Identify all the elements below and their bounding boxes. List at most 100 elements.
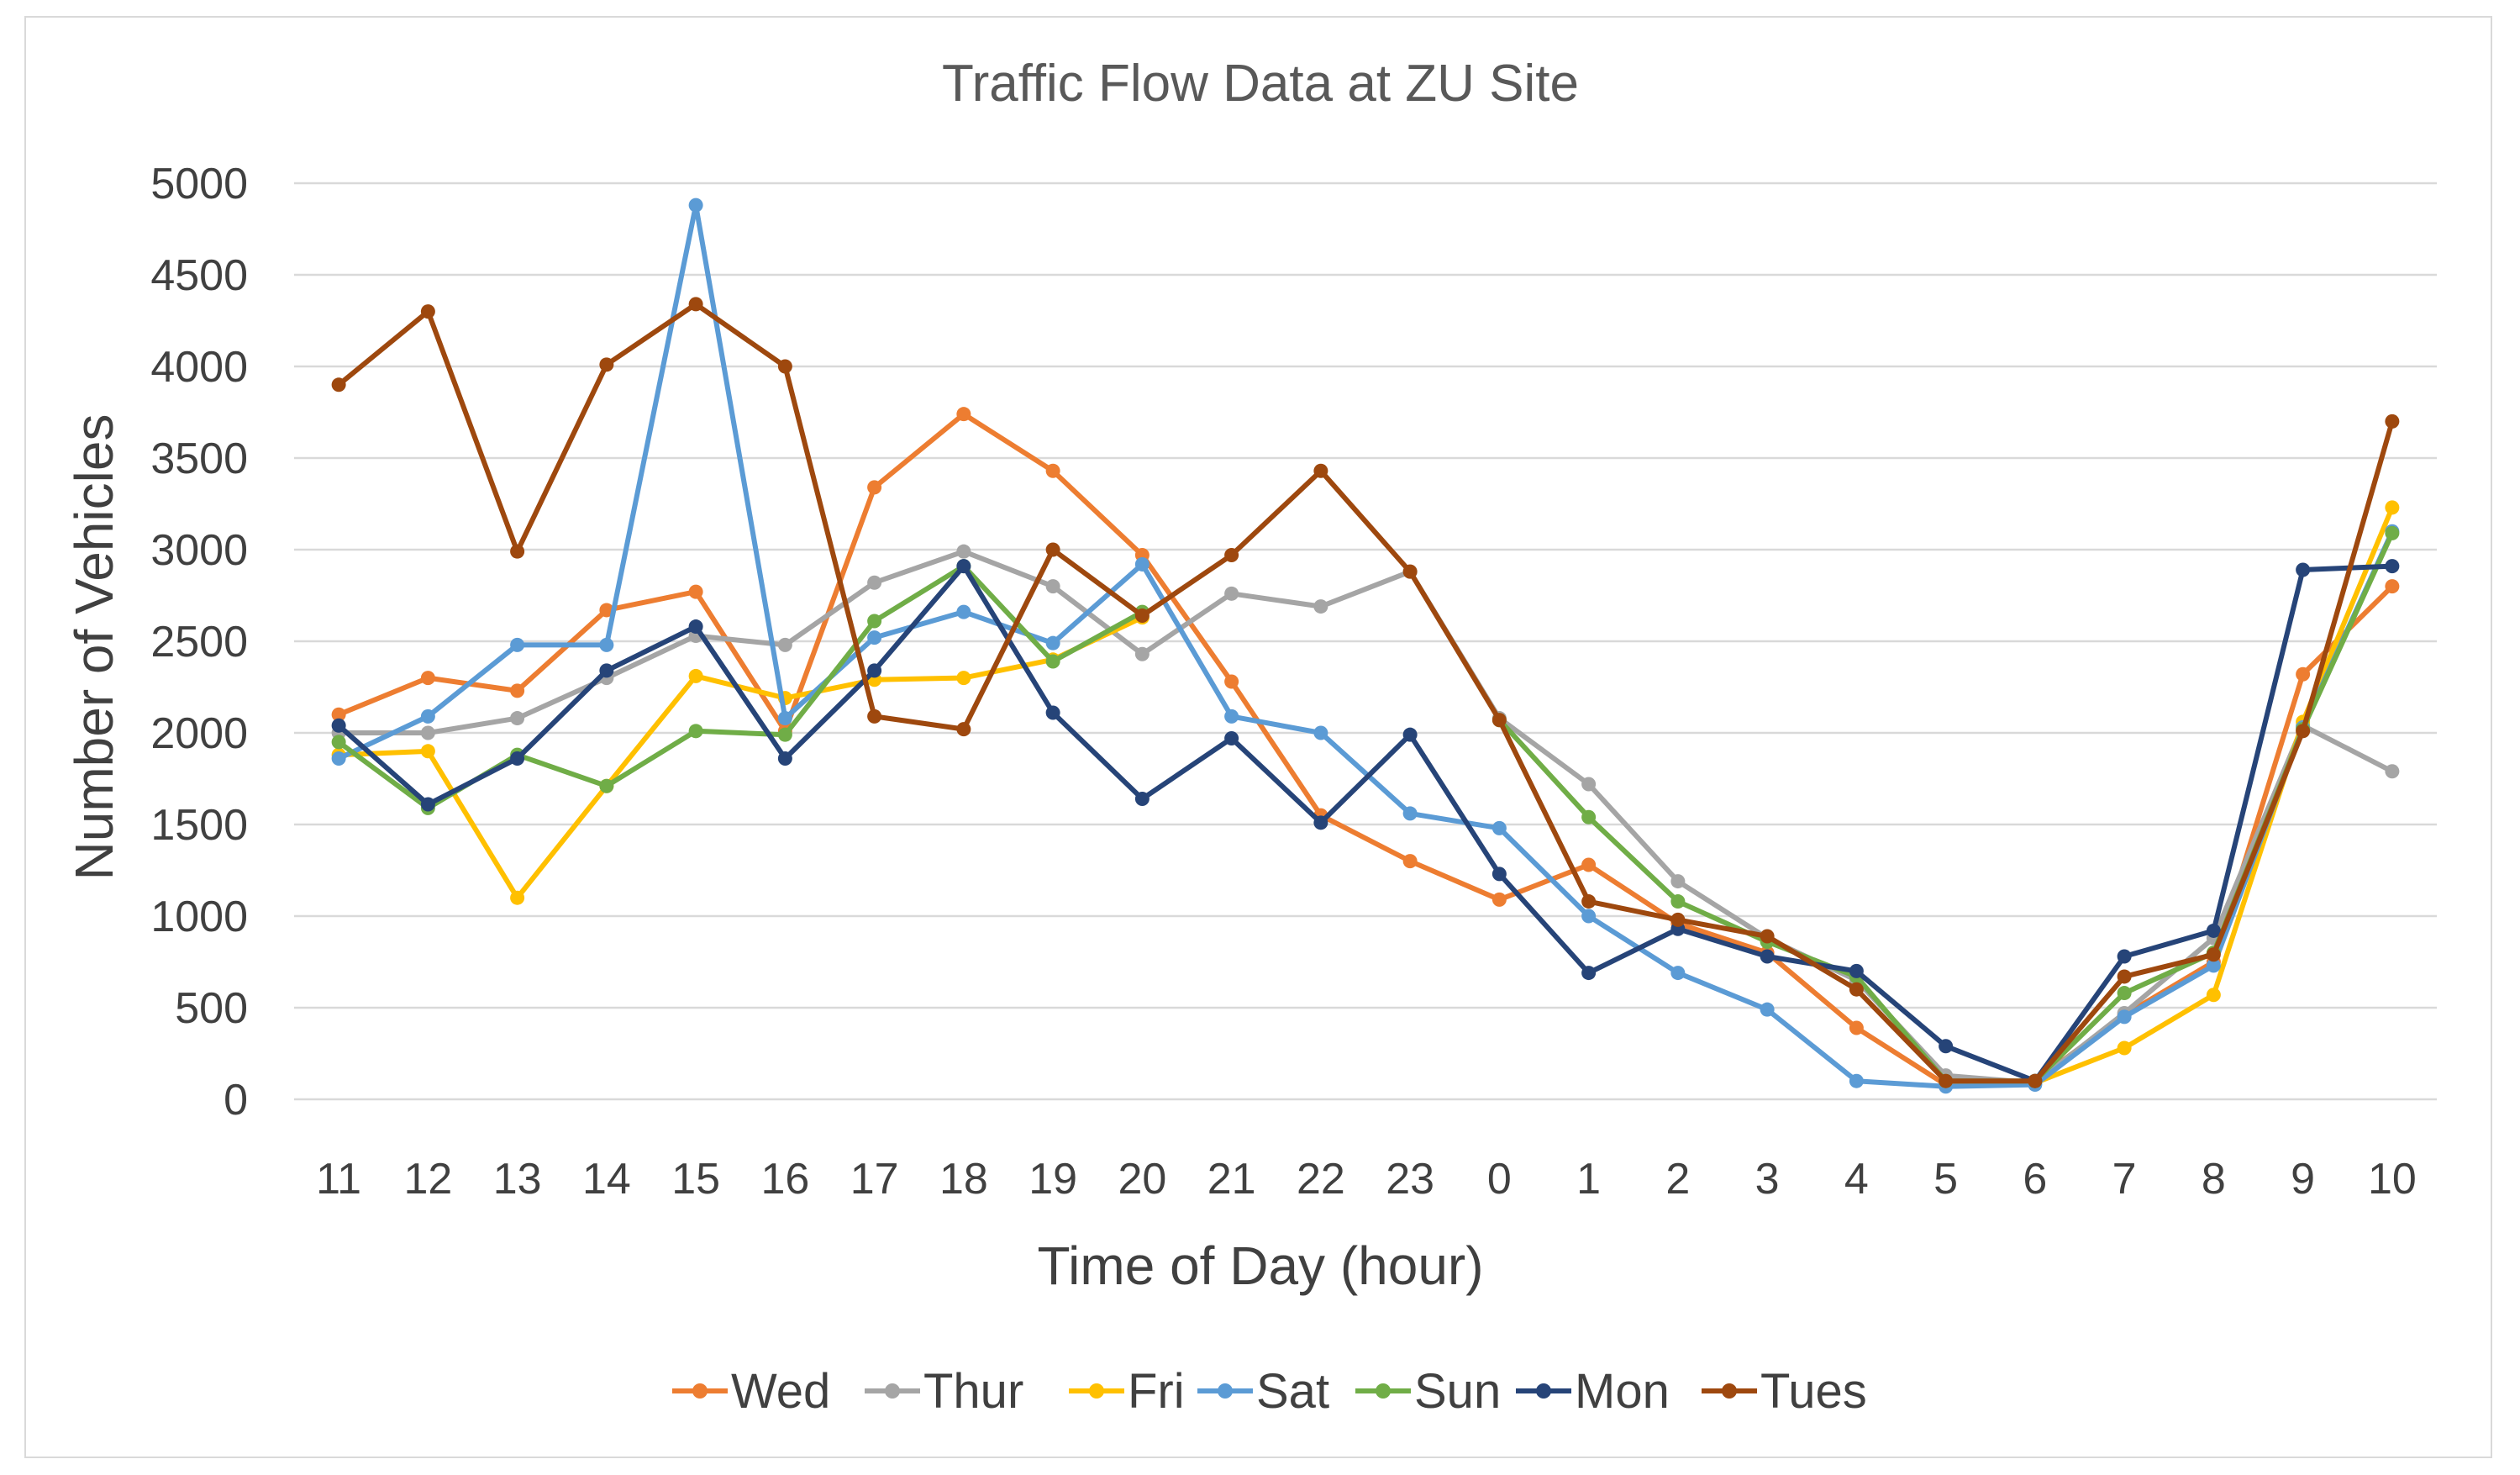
x-tick-label: 4 — [1844, 1155, 1869, 1204]
data-point — [1760, 949, 1775, 964]
data-point — [1313, 725, 1328, 740]
series-line-sat — [336, 203, 2395, 1089]
data-point — [956, 604, 971, 619]
data-point — [2117, 1009, 2132, 1025]
data-point — [420, 744, 435, 759]
data-point — [1045, 463, 1060, 478]
data-point — [867, 614, 882, 629]
data-point — [1045, 705, 1060, 720]
data-point — [2385, 414, 2400, 429]
x-tick-label: 12 — [403, 1155, 452, 1204]
series-line-tues — [336, 301, 2395, 1084]
data-point — [2206, 947, 2221, 962]
data-point — [510, 751, 525, 766]
data-point — [1224, 548, 1239, 563]
data-point — [1760, 1002, 1775, 1017]
data-point — [1134, 791, 1150, 806]
x-tick-label: 18 — [939, 1155, 988, 1204]
data-point — [2117, 986, 2132, 1001]
series-line-sun — [336, 530, 2395, 1084]
x-tick-label: 0 — [1487, 1155, 1512, 1204]
data-point — [420, 725, 435, 740]
y-tick-label: 3000 — [150, 526, 248, 575]
data-point — [867, 630, 882, 645]
data-point — [331, 718, 346, 733]
legend-label: Mon — [1575, 1364, 1670, 1419]
y-tick-label: 2000 — [150, 709, 248, 758]
data-point — [1491, 892, 1507, 907]
series-line-wed — [336, 411, 2395, 1088]
data-point — [1491, 820, 1507, 835]
data-point — [420, 671, 435, 686]
data-point — [2385, 559, 2400, 574]
legend-label: Sat — [1256, 1364, 1329, 1419]
data-point — [420, 797, 435, 812]
data-point — [1313, 463, 1328, 478]
data-point — [1224, 586, 1239, 601]
x-tick-label: 14 — [582, 1155, 631, 1204]
legend-item-thur: Thur — [865, 1364, 1023, 1419]
data-point — [331, 707, 346, 722]
data-point — [2385, 500, 2400, 515]
data-point — [1581, 857, 1597, 872]
data-point — [2385, 525, 2400, 540]
data-point — [1760, 929, 1775, 944]
data-point — [2206, 958, 2221, 973]
data-point — [1134, 608, 1150, 623]
chart-frame — [24, 16, 2492, 1458]
legend-marker — [692, 1383, 708, 1399]
data-point — [1939, 1073, 1954, 1088]
data-point — [956, 671, 971, 686]
x-tick-label: 13 — [493, 1155, 542, 1204]
y-tick-label: 5000 — [150, 160, 248, 208]
y-axis-title: Number of Vehicles — [64, 414, 124, 881]
data-point — [599, 603, 614, 618]
series-wed — [331, 407, 2400, 1093]
data-point — [777, 359, 792, 374]
legend-marker — [1722, 1383, 1737, 1399]
data-point — [1581, 809, 1597, 824]
y-tick-label: 3500 — [150, 435, 248, 483]
data-point — [1045, 579, 1060, 594]
data-point — [1402, 564, 1418, 579]
data-point — [1491, 867, 1507, 882]
data-point — [1581, 966, 1597, 981]
y-tick-label: 4500 — [150, 251, 248, 300]
data-point — [2296, 562, 2311, 577]
data-point — [2117, 949, 2132, 964]
series-tues — [331, 297, 2400, 1088]
series-line-fri — [336, 504, 2395, 1086]
data-point — [867, 709, 882, 724]
legend-label: Tues — [1760, 1364, 1867, 1419]
data-point — [2385, 764, 2400, 779]
legend-item-sat: Sat — [1197, 1364, 1329, 1419]
data-point — [1134, 556, 1150, 572]
data-point — [1581, 894, 1597, 909]
x-tick-label: 17 — [850, 1155, 899, 1204]
data-point — [777, 711, 792, 726]
data-point — [688, 668, 703, 683]
legend-item-mon: Mon — [1516, 1364, 1670, 1419]
data-point — [867, 663, 882, 678]
data-point — [1849, 1073, 1864, 1088]
legend-marker — [1376, 1383, 1391, 1399]
data-point — [777, 637, 792, 652]
data-point — [1581, 909, 1597, 924]
data-point — [2296, 724, 2311, 739]
data-point — [867, 575, 882, 590]
legend-marker — [1536, 1383, 1551, 1399]
x-tick-label: 21 — [1207, 1155, 1256, 1204]
data-point — [1670, 912, 1686, 927]
x-tick-label: 1 — [1576, 1155, 1601, 1204]
data-point — [1134, 646, 1150, 661]
data-point — [1581, 777, 1597, 792]
legend-item-tues: Tues — [1702, 1364, 1867, 1419]
series-sat — [331, 198, 2400, 1094]
y-tick-label: 4000 — [150, 343, 248, 392]
series-group — [331, 198, 2400, 1094]
data-point — [1224, 709, 1239, 724]
x-tick-label: 8 — [2202, 1155, 2226, 1204]
x-tick-label: 5 — [1933, 1155, 1958, 1204]
data-point — [1670, 894, 1686, 909]
data-point — [1849, 982, 1864, 997]
